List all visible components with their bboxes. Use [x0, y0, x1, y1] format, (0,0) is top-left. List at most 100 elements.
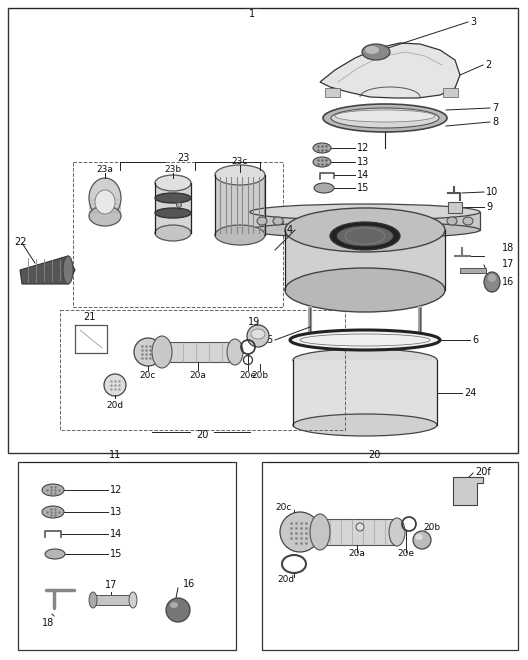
- Text: 23: 23: [177, 153, 189, 163]
- Ellipse shape: [313, 143, 331, 153]
- Text: 17: 17: [502, 259, 514, 269]
- Polygon shape: [453, 477, 483, 505]
- Ellipse shape: [488, 274, 496, 282]
- Polygon shape: [443, 88, 458, 97]
- Ellipse shape: [273, 217, 283, 225]
- Text: 6: 6: [472, 335, 478, 345]
- Ellipse shape: [447, 217, 457, 225]
- Bar: [18, 462, 236, 650]
- Ellipse shape: [89, 178, 121, 218]
- Ellipse shape: [155, 208, 191, 218]
- Ellipse shape: [337, 226, 393, 246]
- Ellipse shape: [129, 592, 137, 608]
- Text: 23a: 23a: [97, 166, 114, 174]
- Text: 20: 20: [368, 450, 380, 460]
- Bar: [8, 8, 518, 453]
- Ellipse shape: [257, 217, 267, 225]
- Polygon shape: [20, 256, 75, 284]
- Text: 9: 9: [486, 202, 492, 212]
- Ellipse shape: [155, 193, 191, 203]
- Ellipse shape: [323, 104, 447, 132]
- Ellipse shape: [389, 518, 405, 546]
- Circle shape: [134, 338, 162, 366]
- Ellipse shape: [463, 217, 473, 225]
- Polygon shape: [325, 88, 340, 97]
- Ellipse shape: [250, 222, 480, 238]
- Text: 22: 22: [14, 237, 26, 247]
- Text: 20c: 20c: [140, 371, 156, 380]
- Ellipse shape: [250, 204, 480, 220]
- Text: 20: 20: [196, 430, 208, 440]
- Ellipse shape: [42, 506, 64, 518]
- Ellipse shape: [95, 190, 115, 214]
- Text: 15: 15: [357, 183, 370, 193]
- Polygon shape: [93, 595, 133, 605]
- Text: 15: 15: [110, 549, 122, 559]
- Circle shape: [247, 325, 269, 347]
- Polygon shape: [285, 230, 445, 290]
- Ellipse shape: [285, 208, 445, 252]
- Circle shape: [166, 598, 190, 622]
- Text: 20d: 20d: [277, 576, 295, 585]
- Ellipse shape: [331, 108, 439, 128]
- Text: 20b: 20b: [423, 523, 440, 531]
- Text: 16: 16: [183, 579, 195, 589]
- Ellipse shape: [293, 349, 437, 371]
- Text: 1: 1: [249, 9, 255, 19]
- Polygon shape: [448, 202, 462, 213]
- Ellipse shape: [215, 225, 265, 245]
- Text: 12: 12: [110, 485, 122, 495]
- Text: 21: 21: [83, 312, 95, 322]
- Ellipse shape: [227, 339, 243, 365]
- Text: 18: 18: [502, 243, 514, 253]
- Ellipse shape: [251, 329, 265, 339]
- Circle shape: [280, 512, 320, 552]
- Polygon shape: [162, 342, 235, 362]
- Text: 20f: 20f: [475, 467, 491, 477]
- Ellipse shape: [415, 534, 423, 540]
- Ellipse shape: [335, 110, 435, 122]
- Text: 5: 5: [266, 335, 272, 345]
- Polygon shape: [320, 43, 460, 98]
- Text: 8: 8: [492, 117, 498, 127]
- Text: 14: 14: [110, 529, 122, 539]
- Ellipse shape: [215, 165, 265, 185]
- Polygon shape: [250, 212, 480, 230]
- Polygon shape: [460, 268, 486, 273]
- Text: 16: 16: [502, 277, 514, 287]
- Text: 20a: 20a: [348, 550, 365, 558]
- Ellipse shape: [293, 414, 437, 436]
- Text: 3: 3: [470, 17, 476, 27]
- Circle shape: [413, 531, 431, 549]
- Ellipse shape: [89, 592, 97, 608]
- Circle shape: [104, 374, 126, 396]
- Text: 20d: 20d: [107, 401, 124, 410]
- Text: 14: 14: [357, 170, 369, 180]
- Polygon shape: [293, 360, 437, 425]
- Text: 13: 13: [357, 157, 369, 167]
- Ellipse shape: [155, 175, 191, 191]
- Ellipse shape: [155, 225, 191, 241]
- Circle shape: [356, 523, 364, 531]
- Polygon shape: [215, 175, 265, 235]
- Text: 20c: 20c: [276, 504, 292, 513]
- Bar: [60, 310, 345, 430]
- Ellipse shape: [63, 256, 73, 284]
- Ellipse shape: [330, 222, 400, 250]
- Text: 19: 19: [248, 317, 260, 327]
- Text: 20e: 20e: [240, 371, 257, 380]
- Polygon shape: [155, 183, 191, 233]
- Ellipse shape: [89, 206, 121, 226]
- Text: 20e: 20e: [398, 550, 414, 558]
- Ellipse shape: [42, 484, 64, 496]
- Bar: [73, 162, 283, 307]
- Ellipse shape: [313, 157, 331, 167]
- Text: 7: 7: [492, 103, 498, 113]
- Text: 17: 17: [105, 580, 117, 590]
- Text: 23c: 23c: [232, 158, 248, 166]
- Bar: [262, 462, 518, 650]
- Text: 12: 12: [357, 143, 370, 153]
- Text: 10: 10: [486, 187, 498, 197]
- Text: 23b: 23b: [164, 166, 182, 174]
- Text: 11: 11: [109, 450, 121, 460]
